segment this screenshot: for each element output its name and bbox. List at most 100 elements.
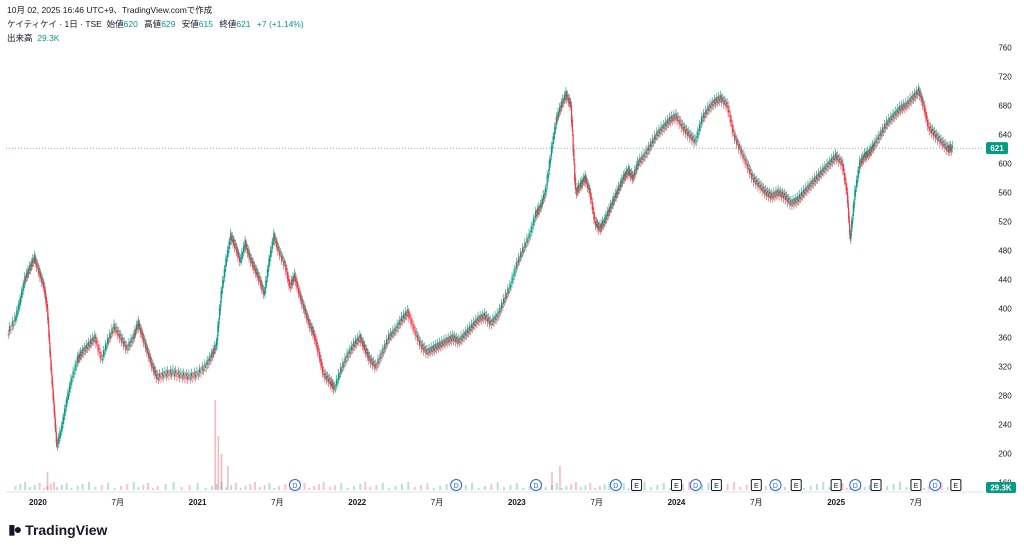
candle-body	[481, 314, 483, 318]
candle-body	[176, 373, 178, 377]
earnings-marker[interactable]: E	[670, 479, 682, 491]
candle-body	[54, 410, 56, 415]
candle-body	[819, 175, 821, 178]
dividend-marker[interactable]: D	[450, 479, 463, 491]
dividend-marker[interactable]: D	[609, 479, 622, 491]
dividend-marker[interactable]: D	[288, 479, 301, 491]
candle-body	[364, 345, 366, 347]
symbol-name[interactable]: ケイティケイ · 1日 · TSE	[7, 19, 102, 29]
candle-body	[872, 147, 874, 150]
candle-body	[885, 127, 887, 129]
candle-body	[620, 185, 622, 187]
candle-body	[879, 131, 881, 137]
candle-body	[36, 262, 38, 268]
candle-body	[501, 306, 504, 307]
candle-body	[718, 99, 721, 102]
candle-body	[33, 254, 35, 260]
volume-bar	[515, 483, 518, 490]
earnings-marker[interactable]: E	[790, 479, 802, 491]
candle-body	[673, 114, 675, 119]
candle-body	[928, 127, 930, 132]
earnings-marker[interactable]: E	[910, 479, 922, 491]
earnings-marker-box	[830, 479, 842, 491]
volume-bar	[258, 487, 261, 490]
earnings-marker[interactable]: E	[750, 479, 762, 491]
candle-body	[444, 342, 446, 345]
candle-body	[795, 200, 797, 204]
tradingview-logo[interactable]: ▮● TradingView	[8, 521, 107, 538]
dividend-marker[interactable]: D	[769, 479, 782, 491]
candle-body	[95, 337, 97, 345]
candle-body	[532, 218, 534, 226]
candle-body	[306, 315, 308, 317]
candle-body	[363, 344, 365, 350]
volume-bar	[196, 483, 199, 490]
candle-body	[93, 340, 95, 342]
candle-body	[939, 139, 941, 144]
candle-body	[189, 376, 191, 380]
candle-body	[922, 102, 925, 104]
dividend-marker[interactable]: D	[849, 479, 862, 491]
volume-bar	[739, 487, 742, 490]
candle-body	[549, 159, 551, 164]
candle-body	[478, 319, 480, 322]
candle-body	[51, 373, 53, 385]
earnings-marker-label: E	[754, 483, 759, 490]
candle-body	[860, 158, 862, 163]
candle-body	[383, 344, 385, 350]
candle-body	[229, 243, 231, 245]
candle-body	[889, 121, 891, 123]
candle-body	[113, 323, 115, 330]
dividend-marker[interactable]: D	[530, 479, 543, 491]
candle-body	[496, 312, 498, 318]
candle-body	[909, 97, 911, 102]
candle-body	[892, 113, 894, 118]
candle-body	[716, 100, 719, 103]
candle-body	[538, 209, 541, 212]
candle-body	[108, 341, 110, 343]
candle-body	[342, 362, 344, 368]
candle-body	[535, 214, 538, 216]
volume-bar	[126, 484, 129, 490]
volume-bar	[649, 487, 652, 490]
dividend-marker-circle	[849, 479, 862, 491]
candle-body	[927, 123, 929, 125]
candle-body	[40, 277, 43, 283]
volume-bar	[70, 488, 73, 490]
candle-body	[78, 354, 80, 359]
dividend-marker[interactable]: D	[689, 479, 702, 491]
earnings-marker[interactable]: E	[631, 479, 643, 491]
earnings-marker[interactable]: E	[870, 479, 882, 491]
candle-body	[681, 124, 683, 126]
candle-body	[841, 160, 843, 163]
earnings-marker[interactable]: E	[950, 479, 962, 491]
candle-body	[423, 347, 425, 352]
candle-body	[66, 402, 68, 403]
volume-bar	[477, 488, 480, 490]
candle-body	[87, 341, 90, 347]
dividend-marker-circle	[450, 479, 463, 491]
candle-body	[636, 168, 638, 170]
change-value: +7 (+1.14%)	[256, 19, 304, 29]
candle-body	[572, 134, 574, 152]
earnings-marker[interactable]: E	[710, 479, 722, 491]
candle-body	[717, 96, 720, 100]
candle-body	[241, 252, 243, 259]
candle-body	[641, 155, 643, 160]
candle-body	[627, 167, 629, 172]
candle-body	[948, 145, 950, 149]
candle-body	[273, 233, 275, 241]
candle-body	[352, 341, 355, 347]
candle-body	[181, 375, 183, 379]
candle-body	[922, 100, 924, 106]
candle-body	[664, 121, 666, 126]
volume-bar	[19, 484, 22, 490]
candle-body	[559, 110, 561, 111]
earnings-marker[interactable]: E	[830, 479, 842, 491]
candle-body	[680, 123, 682, 129]
dividend-marker[interactable]: D	[929, 479, 942, 491]
candle-body	[701, 119, 704, 121]
candle-body	[899, 108, 902, 112]
candle-body	[180, 372, 182, 375]
